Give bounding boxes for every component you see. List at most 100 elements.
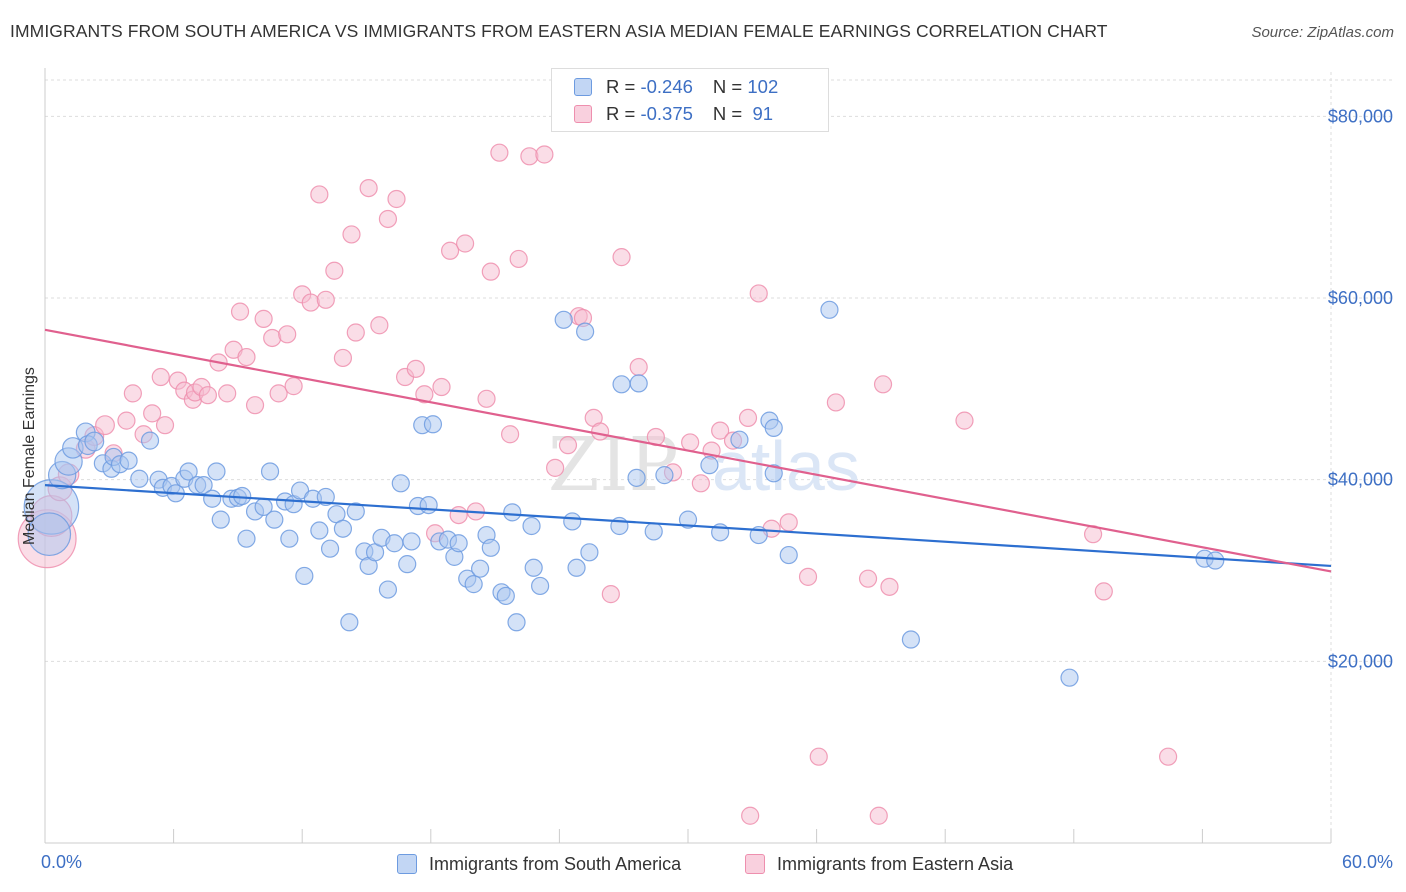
data-point [591, 422, 610, 441]
legend-swatch-pink [574, 105, 592, 123]
data-point [612, 248, 631, 267]
data-point [681, 433, 700, 452]
data-point [140, 431, 160, 450]
data-point [254, 309, 273, 328]
series-south-america-points [23, 300, 1225, 687]
data-point [119, 451, 138, 470]
data-point [84, 431, 105, 452]
data-point [873, 375, 893, 394]
data-point [496, 586, 515, 606]
y-tick-label: $40,000 [1328, 470, 1393, 490]
data-point [346, 502, 365, 521]
legend-row-eastern-asia: R = -0.375 N = 91 [574, 102, 773, 126]
legend-n-value: 91 [747, 103, 774, 124]
data-point [481, 538, 500, 557]
data-point [503, 503, 522, 522]
data-point [230, 302, 250, 321]
y-tick-label: $60,000 [1328, 288, 1393, 308]
bottom-legend-label: Immigrants from South America [429, 853, 682, 874]
data-point [378, 580, 398, 599]
y-tick-label: $80,000 [1328, 106, 1393, 126]
data-point [764, 418, 783, 437]
data-point [644, 522, 663, 541]
data-point [278, 325, 297, 344]
y-axis-label: Median Female Earnings [21, 367, 38, 545]
data-point [764, 464, 783, 483]
data-point [509, 249, 528, 269]
data-point [391, 474, 410, 493]
data-point [233, 486, 252, 506]
data-point [290, 481, 310, 500]
data-point [310, 521, 329, 540]
bottom-legend-swatch-blue [397, 854, 417, 874]
data-point [601, 585, 620, 604]
data-point [612, 375, 631, 394]
data-point [440, 241, 460, 260]
legend-n-label: N = [712, 76, 743, 97]
data-point [316, 290, 335, 309]
data-point [820, 300, 839, 319]
data-point [798, 567, 818, 586]
data-point [880, 577, 899, 596]
trend-lines [44, 328, 1332, 573]
data-point [490, 143, 509, 162]
data-point [151, 367, 170, 387]
data-point [194, 476, 213, 495]
data-point [741, 806, 760, 825]
data-point [432, 377, 451, 397]
data-point [809, 747, 828, 766]
data-point [263, 328, 282, 348]
data-point [546, 458, 565, 477]
data-point [130, 469, 149, 488]
data-point [1206, 551, 1225, 570]
data-point [507, 613, 526, 632]
data-point [207, 462, 226, 481]
legend-n-label: N = [712, 103, 743, 124]
data-point [245, 396, 265, 415]
data-point [826, 393, 845, 412]
correlation-legend: R = -0.246 N = 102 R = -0.375 N = 91 [551, 68, 829, 132]
data-point [955, 411, 974, 430]
data-point [398, 555, 417, 574]
bottom-legend-south-america: Immigrants from South America [397, 852, 681, 876]
axes [44, 68, 1332, 844]
data-point [333, 519, 353, 538]
data-point [316, 487, 335, 507]
legend-r-value: -0.375 [640, 103, 693, 124]
data-point [691, 474, 710, 493]
data-point [522, 516, 541, 536]
data-point [340, 613, 359, 632]
data-point [655, 466, 674, 485]
data-point [477, 389, 496, 408]
legend-r-value: -0.246 [640, 76, 693, 97]
data-point [563, 512, 582, 531]
data-point [481, 262, 500, 281]
data-point [260, 462, 280, 481]
data-point [415, 385, 434, 404]
data-point [524, 558, 543, 577]
data-point [95, 415, 115, 436]
data-point [346, 323, 365, 342]
trend-line [44, 484, 1332, 568]
data-point [423, 415, 443, 434]
trend-line [44, 328, 1332, 573]
data-point [385, 534, 404, 553]
data-point [211, 510, 230, 529]
data-point [901, 630, 921, 649]
data-point [265, 510, 284, 529]
data-point [678, 510, 698, 529]
data-point [738, 408, 758, 427]
data-point [700, 456, 719, 475]
bottom-legend-eastern-asia: Immigrants from Eastern Asia [745, 852, 1013, 876]
data-point [179, 462, 198, 481]
data-point [558, 436, 578, 455]
legend-r-label: R = [606, 76, 636, 97]
data-point [284, 377, 303, 396]
data-point [155, 416, 175, 435]
data-point [1159, 747, 1178, 766]
data-point [218, 384, 237, 403]
data-point [576, 322, 595, 341]
data-point [567, 558, 586, 577]
data-point [554, 310, 573, 329]
data-point [370, 316, 389, 335]
